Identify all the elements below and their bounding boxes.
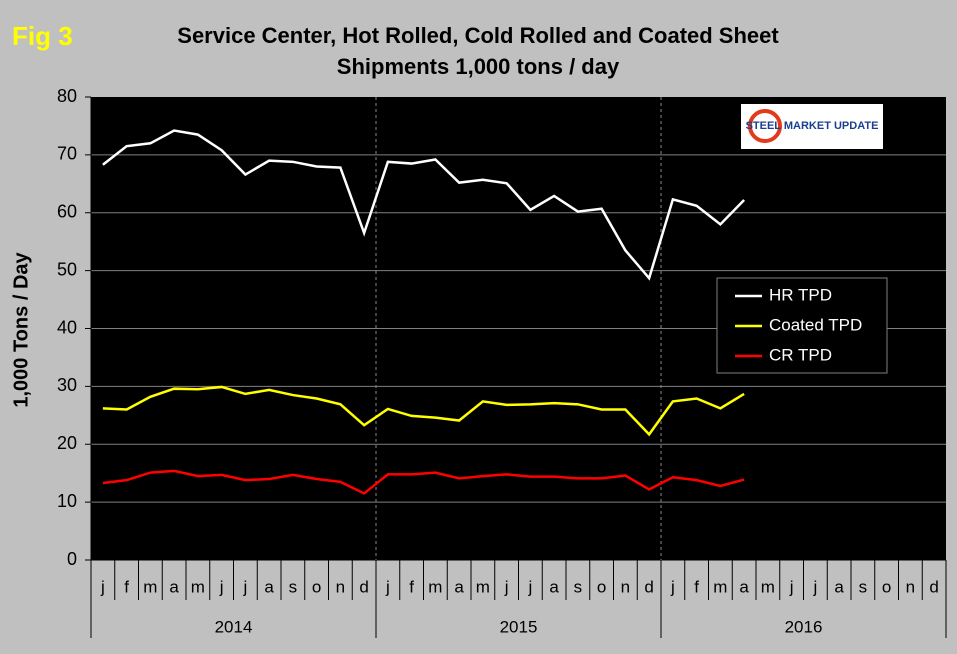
y-tick-label: 80: [57, 86, 77, 106]
y-tick-label: 0: [67, 549, 77, 569]
series-line: [102, 469, 745, 495]
x-tick-label: m: [713, 577, 727, 596]
x-tick-label: f: [694, 577, 699, 596]
y-tick-label: 40: [57, 317, 77, 337]
logo-icon: [748, 109, 782, 143]
x-tick-label: n: [336, 577, 345, 596]
y-tick-label: 50: [57, 259, 77, 279]
series-line: [102, 129, 746, 281]
x-tick-label: d: [929, 577, 938, 596]
x-tick-label: j: [789, 577, 794, 596]
legend-label: HR TPD: [769, 285, 832, 304]
x-tick-label: f: [409, 577, 414, 596]
x-tick-label: a: [834, 577, 844, 596]
legend-label: Coated TPD: [769, 315, 862, 334]
x-tick-label: s: [289, 577, 298, 596]
figure-label: Fig 3: [12, 21, 73, 51]
group-label: 2014: [215, 617, 253, 636]
x-tick-label: j: [100, 577, 105, 596]
x-tick-label: a: [739, 577, 749, 596]
x-tick-label: d: [644, 577, 653, 596]
x-tick-label: j: [670, 577, 675, 596]
x-tick-label: j: [242, 577, 247, 596]
x-tick-label: a: [264, 577, 274, 596]
x-tick-label: f: [124, 577, 129, 596]
y-tick-label: 60: [57, 202, 77, 222]
y-tick-label: 20: [57, 433, 77, 453]
x-tick-label: m: [191, 577, 205, 596]
y-tick-label: 30: [57, 375, 77, 395]
x-tick-label: s: [859, 577, 868, 596]
x-tick-label: j: [504, 577, 509, 596]
x-tick-label: n: [906, 577, 915, 596]
series-line: [102, 385, 745, 437]
x-tick-label: o: [597, 577, 606, 596]
chart-title: Shipments 1,000 tons / day: [337, 54, 620, 79]
x-tick-label: d: [359, 577, 368, 596]
x-tick-label: o: [312, 577, 321, 596]
x-tick-label: j: [219, 577, 224, 596]
chart-title: Service Center, Hot Rolled, Cold Rolled …: [177, 23, 779, 48]
group-label: 2016: [785, 617, 823, 636]
x-tick-label: m: [143, 577, 157, 596]
x-tick-label: o: [882, 577, 891, 596]
logo-text: STEEL MARKET UPDATE: [746, 120, 879, 132]
x-tick-label: n: [621, 577, 630, 596]
legend-label: CR TPD: [769, 345, 832, 364]
x-tick-label: s: [574, 577, 583, 596]
group-label: 2015: [500, 617, 538, 636]
y-axis-label: 1,000 Tons / Day: [10, 252, 32, 408]
x-tick-label: a: [169, 577, 179, 596]
y-tick-label: 10: [57, 491, 77, 511]
y-tick-label: 70: [57, 144, 77, 164]
x-tick-label: m: [476, 577, 490, 596]
x-tick-label: j: [812, 577, 817, 596]
x-tick-label: a: [549, 577, 559, 596]
x-tick-label: m: [761, 577, 775, 596]
x-tick-label: j: [527, 577, 532, 596]
x-tick-label: j: [385, 577, 390, 596]
x-tick-label: a: [454, 577, 464, 596]
x-tick-label: m: [428, 577, 442, 596]
